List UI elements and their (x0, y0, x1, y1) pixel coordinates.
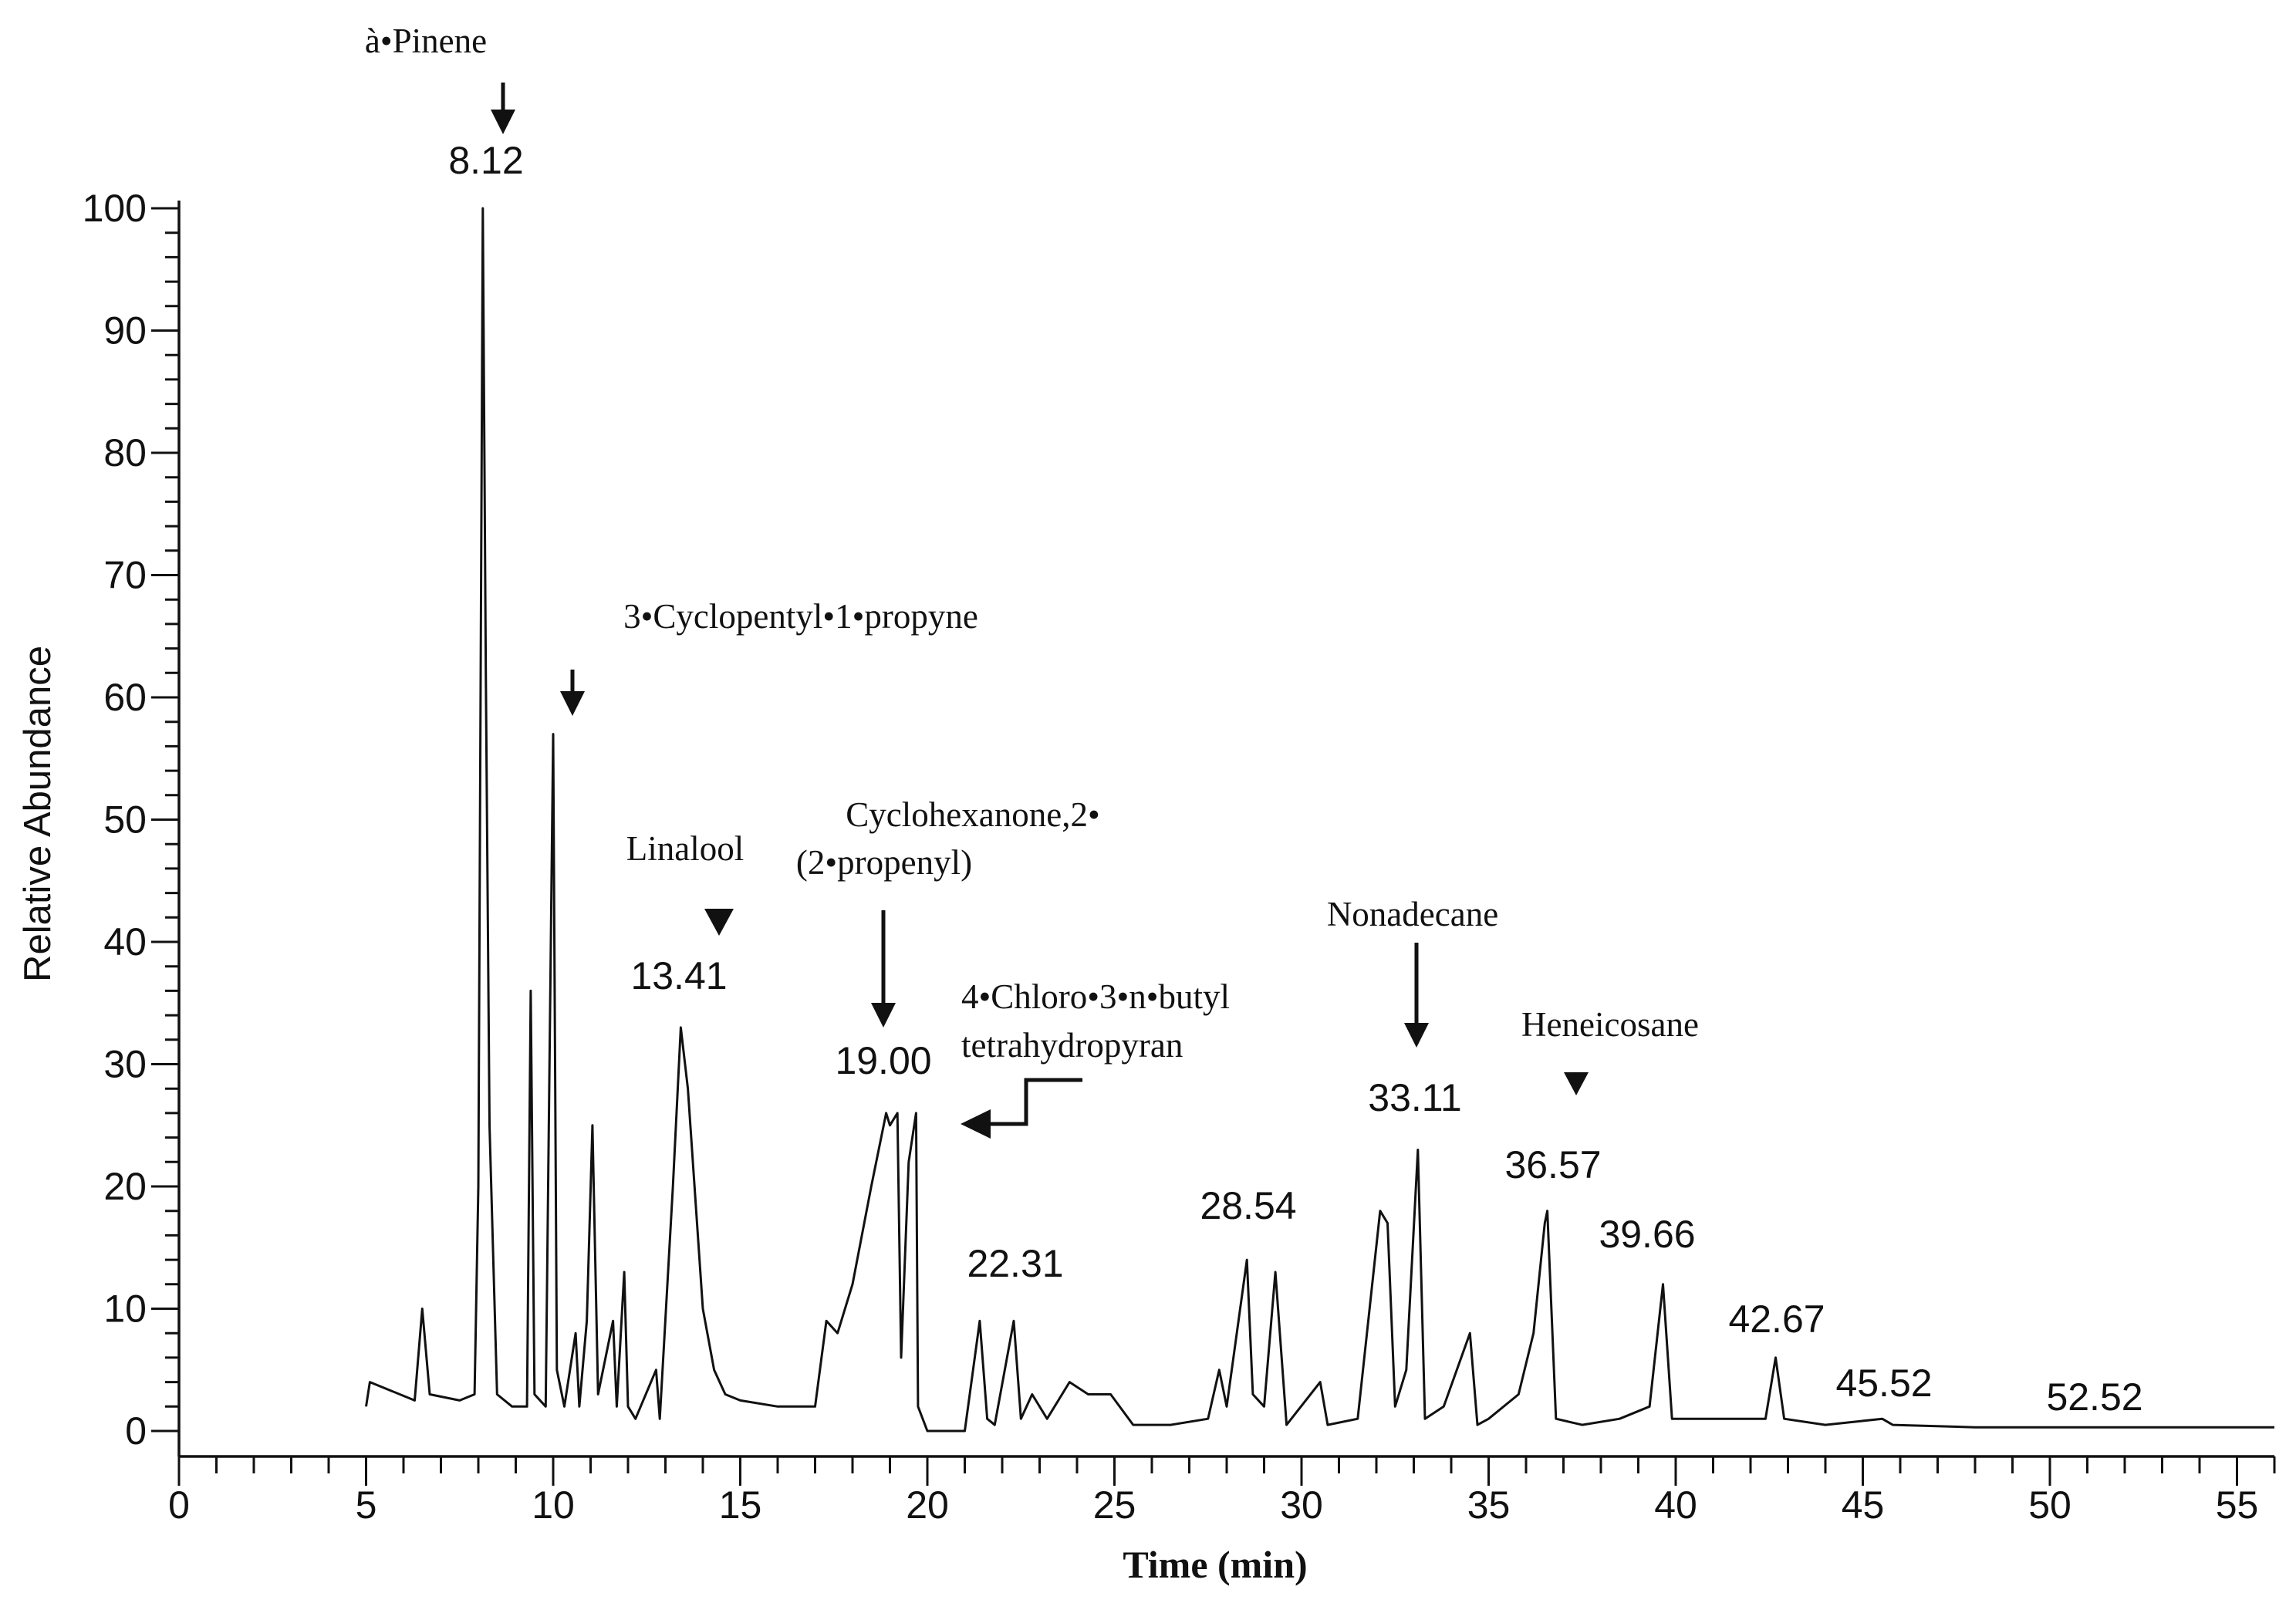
y-tick-label: 50 (103, 798, 147, 842)
chloro-arrow-shaft (984, 1078, 1082, 1126)
cyclohexanone-arrow-head (871, 1003, 896, 1028)
x-tick-label: 45 (1842, 1483, 1885, 1527)
linalool-arrowhead (704, 909, 734, 936)
x-axis-title: Time (min) (1123, 1543, 1307, 1586)
x-tick-label: 25 (1093, 1483, 1136, 1527)
nonadecane-arrow-head (1404, 1023, 1429, 1048)
peak-label: 33.11 (1368, 1076, 1461, 1119)
peak-label: 8.12 (448, 139, 523, 182)
compound-annotation: 3•Cyclopentyl•1•propyne (623, 597, 978, 636)
cyclopentyl-arrow-head (560, 691, 585, 716)
y-axis-title: Relative Abundance (17, 646, 59, 982)
y-tick-label: 0 (125, 1409, 147, 1453)
peak-label: 45.52 (1835, 1362, 1932, 1405)
peak-label: 22.31 (967, 1242, 1063, 1285)
y-tick-label: 40 (103, 920, 147, 963)
compound-annotation: tetrahydropyran (961, 1026, 1183, 1065)
x-tick-label: 55 (2216, 1483, 2259, 1527)
compound-annotation: à•Pinene (365, 22, 487, 60)
y-tick-label: 90 (103, 309, 147, 353)
compound-annotation: Nonadecane (1327, 895, 1498, 933)
compound-annotation: (2•propenyl) (796, 843, 972, 882)
axes: 0 5 10 15 20 25 30 35 40 45 50 55 0 10 20 30 40 50 60 70 80 9… (83, 187, 2276, 1527)
x-tick-label: 5 (356, 1483, 377, 1527)
y-tick-label: 20 (103, 1165, 147, 1208)
peak-label: 42.67 (1728, 1298, 1825, 1341)
x-tick-label: 20 (906, 1483, 949, 1527)
x-tick-label: 15 (719, 1483, 762, 1527)
x-tick-label: 30 (1280, 1483, 1323, 1527)
y-tick-label: 10 (103, 1287, 147, 1331)
heneicosane-arrowhead (1564, 1072, 1589, 1095)
compound-annotation: Heneicosane (1521, 1005, 1699, 1044)
peak-label: 39.66 (1599, 1213, 1695, 1256)
pinene-arrow-head (491, 110, 515, 134)
y-tick-label: 70 (103, 554, 147, 597)
peak-label: 19.00 (835, 1039, 931, 1082)
x-tick-label: 0 (168, 1483, 190, 1527)
annotations: à•Pinene 3•Cyclopentyl•1•propyne Linalool C… (365, 22, 1699, 1139)
y-tick-label: 30 (103, 1043, 147, 1086)
y-tick-label: 60 (103, 676, 147, 719)
peak-label: 36.57 (1504, 1143, 1601, 1186)
x-tick-label: 10 (532, 1483, 575, 1527)
y-tick-label: 100 (83, 187, 147, 230)
chromatogram-trace (365, 207, 2274, 1433)
x-tick-label: 40 (1654, 1483, 1697, 1527)
peak-labels: 8.12 13.41 19.00 22.31 28.54 33.11 36.57 39.66 4… (448, 139, 2142, 1419)
y-tick-label: 80 (103, 431, 147, 474)
compound-annotation: Cyclohexanone,2• (846, 795, 1099, 834)
trace-group (365, 207, 2274, 1433)
peak-label: 13.41 (630, 954, 727, 997)
x-tick-label: 35 (1467, 1483, 1511, 1527)
compound-annotation: Linalool (626, 829, 744, 868)
x-tick-label: 50 (2028, 1483, 2071, 1527)
compound-annotation: 4•Chloro•3•n•butyl (961, 977, 1230, 1016)
chloro-arrow-head (961, 1109, 991, 1139)
peak-label: 28.54 (1200, 1184, 1296, 1227)
peak-label: 52.52 (2046, 1375, 2142, 1419)
